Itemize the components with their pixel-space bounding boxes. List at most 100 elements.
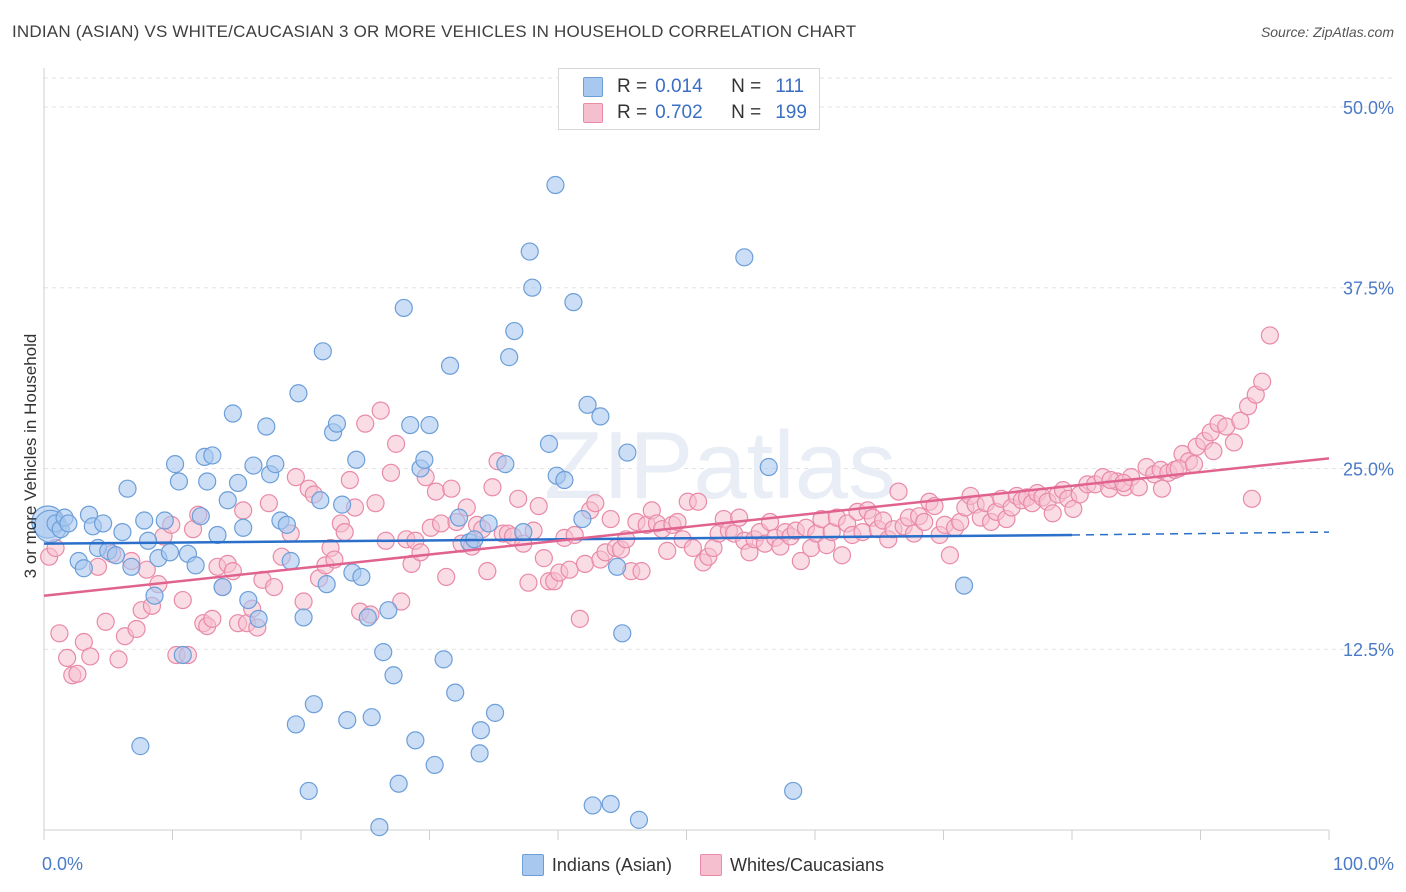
n-label: N =	[731, 76, 762, 97]
tick-labels: 12.5% 25.0% 37.5% 50.0% 0.0% 100.0%	[42, 98, 1394, 874]
whites-point	[534, 549, 553, 568]
indians-point	[213, 577, 232, 597]
indians-point	[277, 515, 296, 534]
indians-point	[249, 609, 268, 628]
indians-point	[415, 450, 434, 469]
whites-point	[560, 560, 579, 579]
indians-point	[304, 695, 323, 714]
indians-point	[379, 601, 398, 620]
indians-point	[138, 531, 158, 550]
indians-point	[173, 645, 192, 665]
indians-point	[471, 721, 490, 740]
whites-point	[483, 478, 502, 497]
indians-point	[374, 643, 393, 662]
indians-point	[362, 708, 381, 727]
whites-point	[1129, 478, 1148, 497]
indians-point	[198, 472, 217, 491]
indians-point	[500, 348, 519, 367]
indians-point	[954, 576, 974, 595]
indians-point	[389, 774, 408, 793]
indians-point	[208, 525, 227, 545]
indians-point	[266, 455, 285, 474]
legend-label-whites: Whites/Caucasians	[729, 854, 885, 875]
indians-point	[520, 242, 539, 261]
legend-item-whites[interactable]: Whites/Caucasians	[699, 854, 885, 876]
indians-swatch	[583, 77, 603, 97]
indians-point	[629, 810, 649, 829]
indians-point	[470, 744, 489, 763]
indians-point	[74, 559, 93, 578]
n-value: 199	[775, 102, 807, 123]
source-label: Source: ZipAtlas.com	[1260, 24, 1394, 40]
y-tick-label: 25.0%	[1343, 459, 1394, 479]
indians-point	[191, 507, 210, 526]
whites-point	[940, 546, 960, 565]
whites-point	[286, 468, 305, 487]
whites-point	[519, 573, 538, 592]
indians-point	[384, 666, 403, 685]
indians-point	[131, 737, 150, 756]
legend-item-indians[interactable]: Indians (Asian)	[521, 854, 672, 876]
indians-point	[186, 556, 205, 575]
whites-point	[426, 482, 446, 501]
indians-point	[317, 575, 336, 594]
whites-point	[688, 492, 708, 511]
whites-point	[234, 501, 253, 520]
whites-point	[173, 590, 192, 610]
whites-point	[371, 401, 390, 420]
indians-point	[358, 608, 377, 627]
indians-point	[299, 781, 318, 801]
indians-point	[281, 551, 300, 571]
whites-point	[96, 612, 115, 631]
indians-point	[289, 384, 308, 403]
indians-point	[514, 522, 533, 542]
stats-legend: R = 0.014 N = 111 R = 0.702 N = 199	[558, 68, 820, 130]
whites-point	[259, 494, 278, 513]
indians-point	[591, 407, 610, 426]
whites-point	[1260, 326, 1279, 345]
r-label: R =	[617, 76, 648, 97]
whites-point	[1114, 473, 1133, 493]
indians-point	[160, 543, 180, 562]
whites-point	[442, 479, 461, 498]
whites-point	[601, 509, 620, 529]
indians-point	[228, 473, 248, 493]
whites-point	[392, 592, 411, 611]
indians-point	[145, 586, 164, 605]
indians-point	[425, 755, 444, 775]
indians-point	[539, 434, 559, 453]
indians-trend-extension	[1071, 531, 1330, 536]
whites-point	[730, 508, 749, 527]
whites-point	[1242, 489, 1262, 508]
indians-point	[479, 514, 498, 533]
whites-point	[366, 494, 385, 513]
indians-point	[218, 491, 237, 510]
legend-label-indians: Indians (Asian)	[551, 854, 672, 875]
indians-point	[234, 518, 253, 537]
whites-point	[575, 554, 595, 574]
grid-lines	[44, 77, 1394, 650]
indians-point	[573, 509, 592, 529]
indians-point	[564, 293, 583, 312]
x-tick-label-end: 100.0%	[1333, 854, 1394, 874]
indians-point	[601, 794, 620, 814]
whites-point	[889, 482, 908, 501]
indians-point	[135, 511, 154, 530]
whites-point	[127, 619, 146, 639]
legend-swatch-indians	[521, 854, 544, 876]
indians-point	[618, 443, 637, 462]
indians-point	[113, 522, 132, 542]
indians-point	[440, 356, 460, 375]
whites-point	[1224, 433, 1244, 452]
whites-point	[58, 648, 77, 668]
indians-point	[244, 456, 263, 475]
y-axis-label: 3 or more Vehicles in Household	[21, 334, 40, 579]
whites-point	[437, 567, 456, 587]
indians-point	[420, 415, 439, 435]
indians-point	[327, 414, 347, 433]
whites-swatch	[583, 103, 603, 123]
whites-point	[832, 546, 852, 565]
indians-point	[546, 175, 565, 195]
whites-point	[904, 524, 924, 543]
